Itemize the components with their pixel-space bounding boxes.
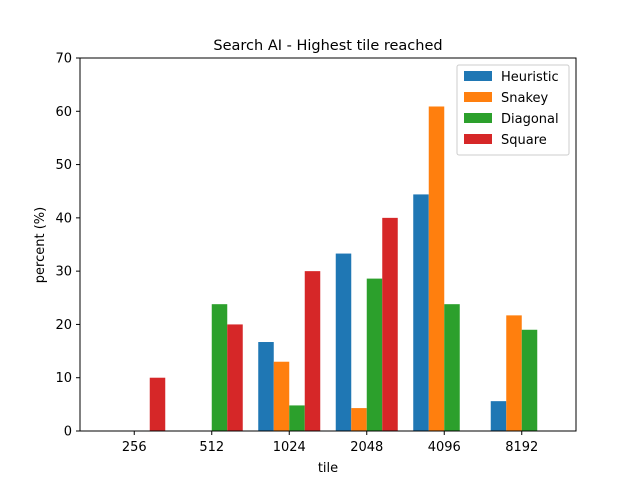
bar-heuristic-8192 (490, 401, 507, 431)
x-tick-label: 512 (199, 440, 224, 455)
y-axis: 0 10 20 30 40 50 60 70 (55, 52, 80, 440)
bar-square-256 (149, 377, 166, 431)
bar-diagonal-2048 (366, 278, 383, 431)
legend-label-snakey: Snakey (501, 91, 549, 106)
plot-area-frame (79, 57, 577, 432)
bar-heuristic-4096 (413, 194, 429, 431)
legend-swatch-square (464, 134, 492, 144)
y-tick-label: 30 (55, 265, 72, 280)
bar-square-1024 (304, 271, 321, 431)
bar-snakey-4096 (428, 106, 445, 432)
bar-square-2048 (382, 217, 398, 431)
bars-layer (149, 106, 538, 432)
legend-label-square: Square (501, 133, 547, 148)
x-tick-label: 1024 (273, 440, 306, 455)
bar-snakey-1024 (273, 361, 290, 431)
bar-diagonal-512 (211, 304, 228, 431)
bar-heuristic-2048 (335, 253, 352, 431)
legend-label-heuristic: Heuristic (501, 70, 559, 85)
y-tick-label: 10 (55, 371, 72, 386)
legend-label-diagonal: Diagonal (501, 112, 559, 127)
y-tick-label: 40 (55, 211, 72, 226)
bar-square-512 (227, 324, 243, 431)
bar-heuristic-1024 (258, 342, 274, 431)
bar-diagonal-8192 (521, 329, 538, 431)
bar-diagonal-4096 (444, 304, 460, 431)
x-axis: 256 512 1024 2048 4096 8192 (122, 431, 538, 455)
y-tick-label: 0 (64, 425, 72, 440)
legend-swatch-heuristic (464, 71, 492, 81)
x-axis-label: tile (318, 461, 338, 476)
bar-snakey-8192 (506, 315, 522, 431)
bar-snakey-2048 (351, 408, 367, 431)
x-tick-label: 256 (122, 440, 147, 455)
y-tick-label: 50 (55, 158, 72, 173)
chart-title: Search AI - Highest tile reached (213, 38, 442, 54)
y-tick-label: 60 (55, 105, 72, 120)
legend-swatch-snakey (464, 92, 492, 102)
y-tick-label: 20 (55, 318, 72, 333)
legend-swatch-diagonal (464, 113, 492, 123)
x-tick-label: 8192 (505, 440, 538, 455)
x-tick-label: 2048 (350, 440, 383, 455)
legend: Heuristic Snakey Diagonal Square (456, 64, 570, 156)
y-tick-label: 70 (55, 52, 72, 67)
legend-frame (456, 64, 570, 156)
x-tick-label: 4096 (428, 440, 461, 455)
y-axis-label: percent (%) (33, 207, 48, 283)
bar-diagonal-1024 (289, 405, 305, 431)
